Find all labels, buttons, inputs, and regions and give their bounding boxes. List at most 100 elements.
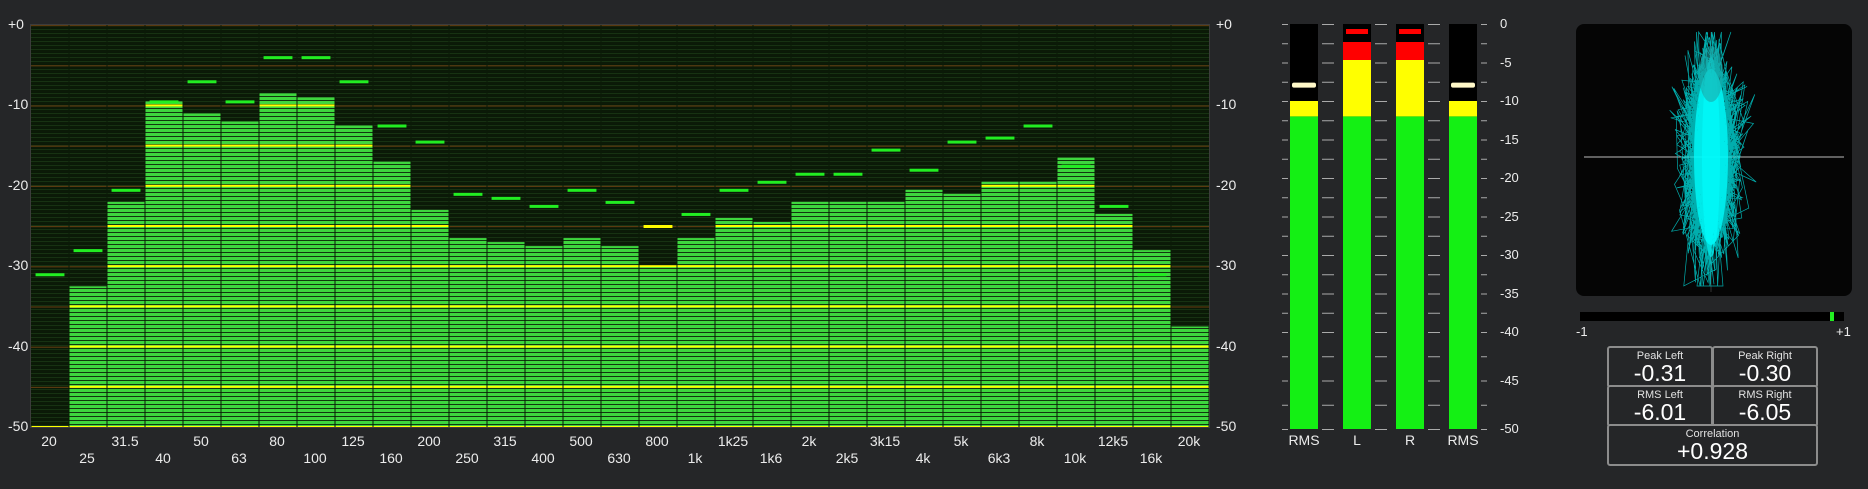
spectrum-bar-ref-line [1095,225,1133,227]
spectrum-bar-ref-line [601,345,639,348]
goniometer-display [1576,24,1852,296]
spectrum-bar-ref-line [1057,385,1095,388]
meter-green-segment [1290,116,1318,429]
meter-scale-label: -20 [1500,170,1519,185]
meter-scale-label: -15 [1500,131,1519,147]
spectrum-bar-ref-line [411,426,449,427]
frequency-label: 4k [915,450,931,466]
spectrum-bar-ref-line [1019,225,1057,227]
spectrum-bar-ref-line [867,225,905,227]
correlation-indicator [1830,312,1835,321]
rms-right-value: -6.05 [1738,399,1792,425]
spectrum-peak-marker [491,196,521,200]
spectrum-bar-ref-line [1057,305,1095,308]
spectrum-bar-ref-line [1133,265,1171,268]
spectrum-bar-ref-line [487,345,525,348]
spectrum-bar-ref-line [487,426,525,427]
frequency-label: 63 [231,450,247,466]
meter-green-segment [1343,116,1371,429]
spectrum-bar-ref-line [829,426,867,427]
spectrum-bar-ref-line [981,345,1019,348]
spectrum-peak-marker [719,188,749,192]
spectrum-bar-ref-line [1095,305,1133,308]
spectrum-peak-marker [1099,204,1129,208]
spectrum-bar-ref-line [1171,426,1209,427]
spectrum-bar-ref-line [905,305,943,308]
spectrum-bar-ref-line [449,426,487,427]
peak-left-title: Peak Left [1636,350,1684,362]
peak-left-value: -0.31 [1633,360,1687,386]
spectrum-display [30,24,1210,428]
spectrum-bar-ref-line [145,104,183,107]
spectrum-bar-ref-line [183,305,221,308]
spectrum-bar-ref-line [259,144,297,147]
rms-right-title: RMS Right [1738,389,1792,401]
frequency-label: 80 [269,433,285,449]
spectrum-bar-ref-line [829,385,867,388]
spectrum-bar-ref-line [1057,345,1095,348]
frequency-label: 8k [1029,433,1045,449]
spectrum-bar-ref-line [677,426,715,427]
spectrum-bar-ref-line [259,225,297,227]
spectrum-bar-ref-line [145,265,183,268]
frequency-label: 6k3 [987,450,1011,466]
spectrum-peak-marker [415,140,445,144]
spectrum-bar-ref-line [791,385,829,388]
spectrum-bar-ref-line [221,184,259,187]
meter-peak-hold [1451,82,1475,88]
spectrum-bar-ref-line [905,345,943,348]
db-label: -40 [8,337,29,354]
spectrum-bar-ref-line [563,426,601,427]
spectrum-bar-ref-line [335,345,373,348]
spectrum-bar-ref-line [981,426,1019,427]
spectrum-bar-ref-line [791,426,829,427]
meter-scale-label: -10 [1500,93,1519,108]
spectrum-bar-ref-line [297,385,335,388]
spectrum-bar-ref-line [1019,426,1057,427]
db-label: +0 [1216,16,1232,32]
spectrum-bar-ref-line [753,305,791,308]
spectrum-bar-ref-line [829,265,867,268]
spectrum-bar-ref-line [791,305,829,308]
spectrum-bar-ref-line [411,305,449,308]
level-meter-left [1343,24,1371,429]
goniometer-trace [1584,30,1844,292]
spectrum-bar-ref-line [221,305,259,308]
spectrum-bar-ref-line [221,225,259,227]
spectrum-bar-ref-line [411,265,449,268]
meter-scale-label: -30 [1500,247,1519,262]
frequency-label: 12k5 [1097,433,1129,449]
spectrum-bar-ref-line [183,426,221,427]
spectrum-bar-ref-line [487,305,525,308]
spectrum-bar-ref-line [1057,184,1095,187]
spectrum-bar-ref-line [715,385,753,388]
spectrum-bar-ref-line [1133,426,1171,427]
spectrum-bar-ref-line [943,225,981,227]
db-label: -20 [8,176,29,193]
spectrum-bar-ref-line [981,184,1019,187]
spectrum-peak-marker [871,148,901,152]
spectrum-bar-ref-line [981,385,1019,388]
db-label: -40 [1216,337,1237,354]
spectrum-bar-ref-line [525,265,563,268]
spectrum-bar-ref-line [335,144,373,147]
spectrum-bar [373,161,411,427]
spectrum-bar-ref-line [1095,385,1133,388]
spectrum-bar-ref-line [297,345,335,348]
spectrum-bar-ref-line [373,385,411,388]
spectrum-bar-ref-line [449,265,487,268]
spectrum-bar-ref-line [791,345,829,348]
spectrum-bar-ref-line [449,345,487,348]
meter-red-segment [1343,42,1371,60]
spectrum-bar-ref-line [563,345,601,348]
rms-left-title: RMS Left [1637,389,1683,401]
meter-clip-indicator [1399,29,1421,34]
spectrum-peak-marker [757,180,787,184]
spectrum-bar-ref-line [905,385,943,388]
spectrum-bar-ref-line [297,144,335,147]
correlation-readout: Correlation +0.928 [1607,424,1818,466]
spectrum-peak-marker [377,124,407,128]
frequency-label: 3k15 [869,433,901,449]
frequency-label: 31.5 [111,433,139,449]
spectrum-bar-ref-line [753,265,791,268]
